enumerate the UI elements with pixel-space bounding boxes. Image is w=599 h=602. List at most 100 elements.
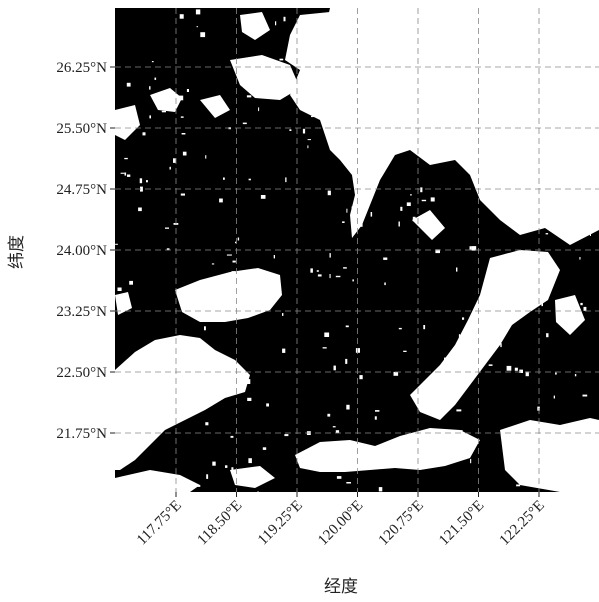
cloud-speck [384,282,386,286]
cloud-speck [374,416,377,420]
cloud-speck [492,343,495,348]
cloud-speck [430,197,435,202]
cloud-speck [488,364,493,366]
cloud-speck [126,82,131,87]
cloud-speck [555,372,557,375]
cloud-speck [283,16,286,22]
cloud-speck [172,417,177,422]
cloud-speck [285,177,287,183]
cloud-speck [421,78,426,82]
cloud-speck [354,33,357,37]
cloud-speck [514,367,518,371]
cloud-speck [434,428,437,434]
cloud-speck [200,32,206,38]
cloud-speck [322,347,327,349]
cloud-speck [258,107,260,112]
cloud-speck [324,332,330,337]
longitude-labels: 117.75°E 118.50°E 119.25°E 120.00°E 120.75°E… [134,492,548,549]
cloud-speck [543,30,548,33]
cloud-speck [563,424,568,428]
cloud-speck [532,283,535,286]
cloud-speck [336,476,342,479]
cloud-speck [316,270,319,272]
cloud-speck [444,357,449,360]
cloud-speck [179,14,184,19]
cloud-speck [138,207,142,212]
cloud-region [115,470,200,492]
cloud-speck [129,280,133,285]
cloud-speck [435,249,440,254]
cloud-speck [429,116,435,119]
cloud-speck [140,186,143,192]
cloud-speck [246,95,252,98]
cloud-speck [149,86,151,90]
cloud-speck [519,369,523,373]
cloud-speck [460,430,463,434]
cloud-speck [406,202,411,206]
cloud-speck [378,487,383,492]
cloud-speck [154,77,157,80]
cloud-speck [180,116,184,118]
cloud-speck [383,19,386,23]
cloud-speck [497,74,500,76]
cloud-speck [585,146,587,148]
cloud-speck [152,434,154,436]
cloud-speck [260,195,266,199]
cloud-speck [525,371,529,377]
cloud-speck [498,19,501,23]
cloud-speck [124,157,128,160]
cloud-speck [223,177,225,180]
cloud-speck [433,45,437,47]
cloud-speck [282,313,284,316]
cloud-speck [247,397,252,401]
cloud-speck [362,135,368,139]
cloud-speck [456,409,462,412]
cloud-speck [394,100,398,106]
cloud-speck [419,122,424,127]
latitude-tick-label: 25.50°N [56,121,107,137]
cloud-speck [232,260,236,263]
cloud-speck [149,115,151,119]
cloud-speck [389,96,394,99]
cloud-speck [337,119,339,122]
cloud-layer [115,8,599,492]
cloud-region [412,210,445,240]
cloud-speck [234,373,236,375]
cloud-speck [363,445,369,447]
cloud-speck [375,410,380,412]
cloud-speck [317,13,321,18]
cloud-speck [503,207,505,210]
cloud-region [240,12,270,40]
cloud-speck [175,391,181,394]
cloud-speck [398,327,402,330]
cloud-speck [414,56,417,59]
cloud-region [285,12,335,70]
longitude-tick-label: 119.25°E [255,498,306,549]
cloud-speck [355,348,360,353]
cloud-speck [574,374,577,377]
cloud-speck [398,221,400,227]
cloud-speck [383,257,388,260]
cloud-speck [588,185,593,191]
cloud-speck [212,461,216,466]
cloud-speck [165,227,169,229]
cloud-speck [374,143,378,145]
cloud-speck [544,466,547,472]
cloud-speck [172,100,175,102]
cloud-speck [367,116,369,121]
cloud-speck [393,371,399,376]
cloud-speck [471,246,477,251]
cloud-speck [180,193,185,196]
cloud-speck [117,287,122,291]
cloud-speck [116,481,121,484]
cloud-speck [560,307,565,312]
cloud-speck [256,67,259,70]
cloud-speck [332,426,336,428]
cloud-region [150,88,182,112]
cloud-speck [327,190,331,196]
cloud-speck [307,139,311,141]
cloud-speck [161,110,166,113]
cloud-speck [317,274,322,277]
cloud-speck [333,365,336,371]
